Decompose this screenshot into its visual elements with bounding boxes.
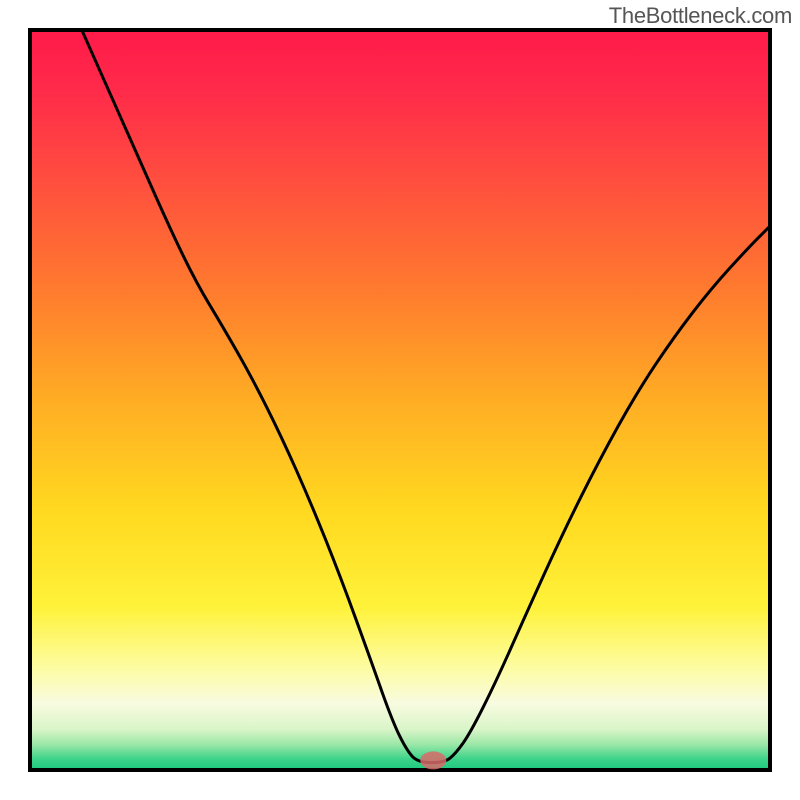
plot-background (30, 30, 770, 770)
watermark-text: TheBottleneck.com (609, 3, 792, 29)
optimal-marker (420, 751, 446, 769)
bottleneck-chart (0, 0, 800, 800)
chart-container: TheBottleneck.com (0, 0, 800, 800)
